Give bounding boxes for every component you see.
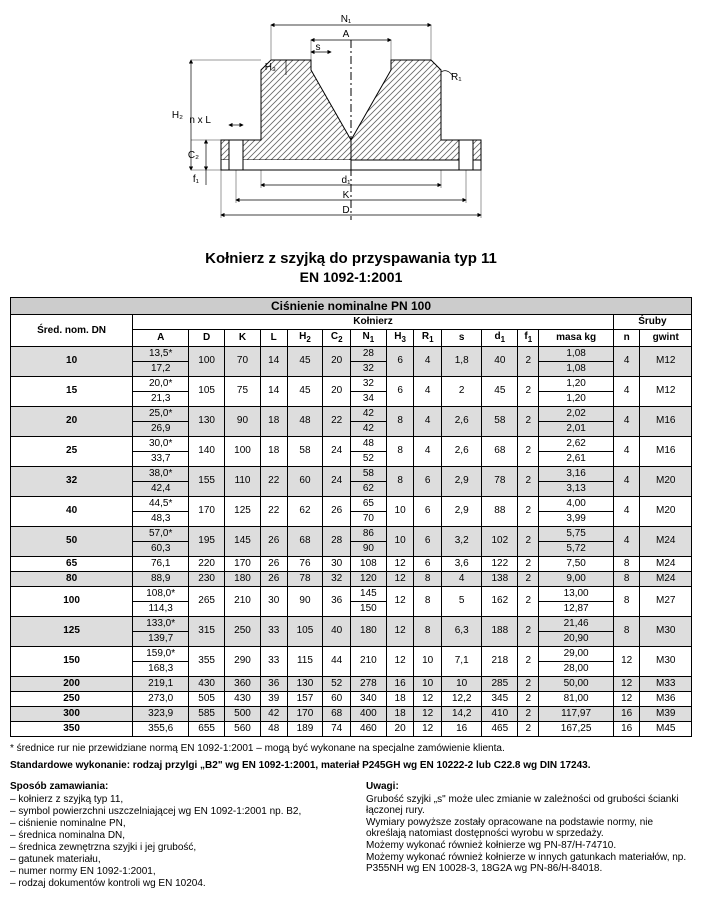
col-A: A <box>133 330 189 347</box>
col-N₁: N1 <box>350 330 386 347</box>
svg-text:H₃: H₃ <box>265 62 276 73</box>
page-subtitle: EN 1092-1:2001 <box>10 269 692 285</box>
col-L: L <box>260 330 287 347</box>
order-item: – rodzaj dokumentów kontroli wg EN 10204… <box>10 878 336 889</box>
svg-text:N₁: N₁ <box>341 14 352 25</box>
table-row: 125133,0*31525033105401801286,3188221,46… <box>11 616 692 631</box>
table-row: 8088,9230180267832120128413829,008M24 <box>11 571 692 586</box>
order-item: – gatunek materiału, <box>10 854 336 865</box>
order-item: – ciśnienie nominalne PN, <box>10 818 336 829</box>
notes-col: Uwagi: Grubość szyjki „s" może ulec zmia… <box>366 781 692 890</box>
col-K: K <box>225 330 261 347</box>
col-kolnierz: Kołnierz <box>133 315 614 330</box>
table-row: 250273,05054303915760340181212,2345281,0… <box>11 691 692 706</box>
table-row: 2530,0*14010018582448842,66822,624M16 <box>11 436 692 451</box>
page-title: Kołnierz z szyjką do przyspawania typ 11 <box>10 250 692 267</box>
table-row: 5057,0*195145266828861063,210225,754M24 <box>11 526 692 541</box>
table-row: 2025,0*1309018482242842,65822,024M16 <box>11 406 692 421</box>
standard-note: Standardowe wykonanie: rodzaj przylgi „B… <box>10 760 692 771</box>
order-title: Sposób zamawiania: <box>10 781 336 792</box>
svg-text:K: K <box>343 190 350 201</box>
table-row: 1520,0*10575144520326424521,204M12 <box>11 376 692 391</box>
table-row: 6576,12201702676301081263,612227,508M24 <box>11 556 692 571</box>
note-item: Grubość szyjki „s" może ulec zmianie w z… <box>366 794 692 816</box>
col-f₁: f1 <box>518 330 539 347</box>
order-item: – średnica nominalna DN, <box>10 830 336 841</box>
order-item: – kołnierz z szyjką typ 11, <box>10 794 336 805</box>
table-row: 1013,5*1007014452028641,84021,084M12 <box>11 346 692 361</box>
table-row: 200219,14303603613052278161010285250,001… <box>11 676 692 691</box>
svg-text:n x L: n x L <box>189 115 211 126</box>
table-row: 4044,5*170125226226651062,98824,004M20 <box>11 496 692 511</box>
svg-text:d₁: d₁ <box>342 175 352 186</box>
table-row: 3238,0*15511022602458862,97823,164M20 <box>11 466 692 481</box>
svg-text:C₂: C₂ <box>188 150 199 161</box>
table-row: 350355,665556048189744602012164652167,25… <box>11 721 692 736</box>
col-H₂: H2 <box>287 330 323 347</box>
footnote: * średnice rur nie przewidziane normą EN… <box>10 743 692 754</box>
col-gwint: gwint <box>640 330 692 347</box>
notes-title: Uwagi: <box>366 781 692 792</box>
flange-table: Ciśnienie nominalne PN 100 Śred. nom. DN… <box>10 297 692 737</box>
svg-text:s: s <box>316 42 321 53</box>
svg-text:H₂: H₂ <box>172 110 183 121</box>
col-dn: Śred. nom. DN <box>11 315 133 347</box>
order-col: Sposób zamawiania: – kołnierz z szyjką t… <box>10 781 336 890</box>
col-C₂: C2 <box>323 330 351 347</box>
col-d₁: d1 <box>482 330 518 347</box>
col-R₁: R1 <box>414 330 442 347</box>
col-s: s <box>441 330 481 347</box>
order-item: – średnica zewnętrzna szyjki i jej grubo… <box>10 842 336 853</box>
order-item: – symbol powierzchni uszczelniającej wg … <box>10 806 336 817</box>
table-row: 300323,95855004217068400181214,24102117,… <box>11 706 692 721</box>
table-header: Ciśnienie nominalne PN 100 <box>11 298 692 315</box>
note-item: Możemy wykonać również kołnierze w innyc… <box>366 852 692 874</box>
col-n: n <box>613 330 640 347</box>
col-H₃: H3 <box>386 330 414 347</box>
svg-text:D: D <box>342 205 349 216</box>
svg-text:f₁: f₁ <box>193 174 200 185</box>
note-item: Wymiary powyższe zostały opracowane na p… <box>366 817 692 839</box>
col-sruby: Śruby <box>613 315 691 330</box>
col-D: D <box>189 330 225 347</box>
svg-text:R₁: R₁ <box>451 72 462 83</box>
table-row: 100108,0*2652103090361451285162213,008M2… <box>11 586 692 601</box>
table-row: 150159,0*355290331154421012107,1218229,0… <box>11 646 692 661</box>
footer: Sposób zamawiania: – kołnierz z szyjką t… <box>10 781 692 890</box>
col-masa kg: masa kg <box>539 330 613 347</box>
flange-diagram: N₁ A s H₃ R₁ n x L H₂ C₂ f₁ d₁ K D <box>121 10 581 230</box>
note-item: Możemy wykonać również kołnierze wg PN-8… <box>366 840 692 851</box>
svg-text:A: A <box>343 29 350 40</box>
